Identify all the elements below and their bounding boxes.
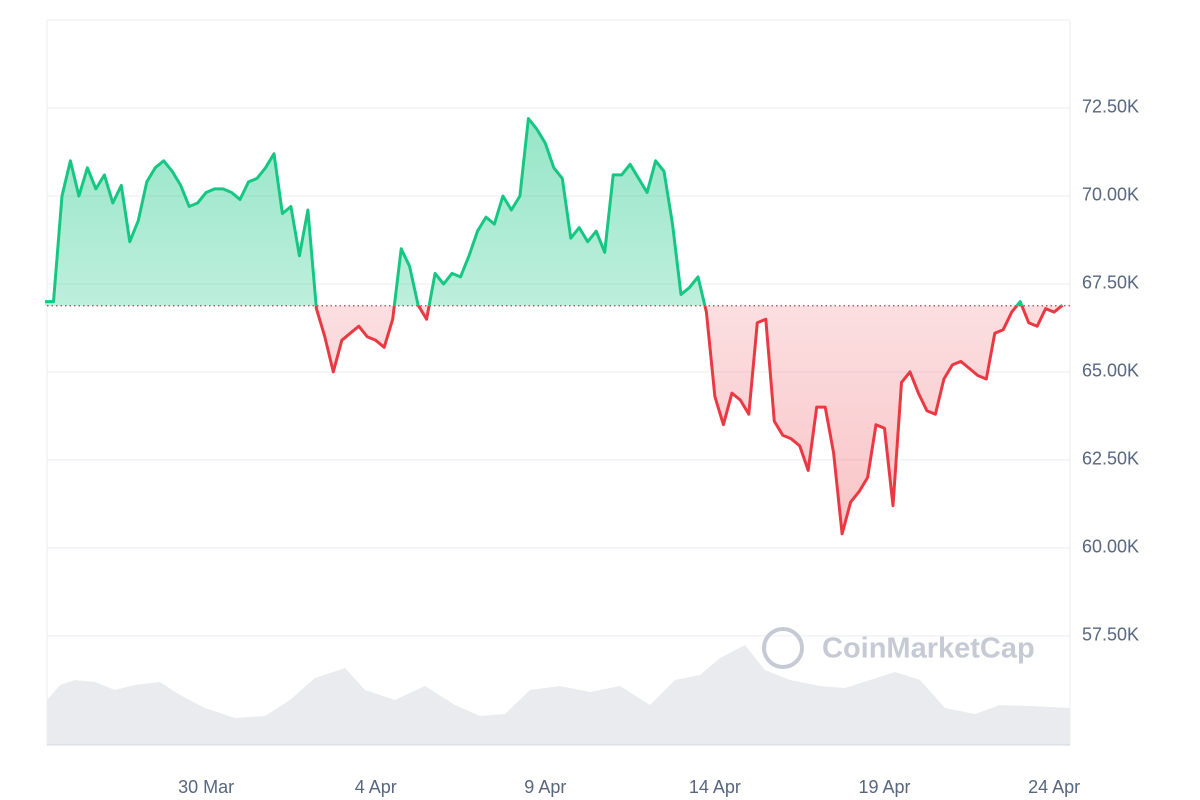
watermark-logo — [762, 627, 804, 669]
x-tick-label: 9 Apr — [524, 777, 566, 797]
area-up — [45, 118, 1063, 306]
y-tick-label: 67.50K — [1082, 273, 1139, 293]
y-tick-label: 72.50K — [1082, 97, 1139, 117]
y-tick-label: 57.50K — [1082, 625, 1139, 645]
x-tick-label: 4 Apr — [355, 777, 397, 797]
x-tick-label: 19 Apr — [858, 777, 910, 797]
y-tick-label: 62.50K — [1082, 449, 1139, 469]
x-tick-label: 30 Mar — [178, 777, 234, 797]
price-line-down — [314, 305, 1064, 536]
watermark-text: CoinMarketCap — [822, 633, 1035, 665]
area-down — [45, 305, 1063, 534]
price-line-up — [45, 117, 1064, 306]
x-tick-label: 24 Apr — [1028, 777, 1080, 797]
y-tick-label: 60.00K — [1082, 537, 1139, 557]
y-tick-label: 65.00K — [1082, 361, 1139, 381]
y-tick-label: 70.00K — [1082, 185, 1139, 205]
volume-area — [47, 645, 1070, 745]
x-tick-label: 14 Apr — [689, 777, 741, 797]
watermark: CoinMarketCap — [762, 627, 1035, 669]
